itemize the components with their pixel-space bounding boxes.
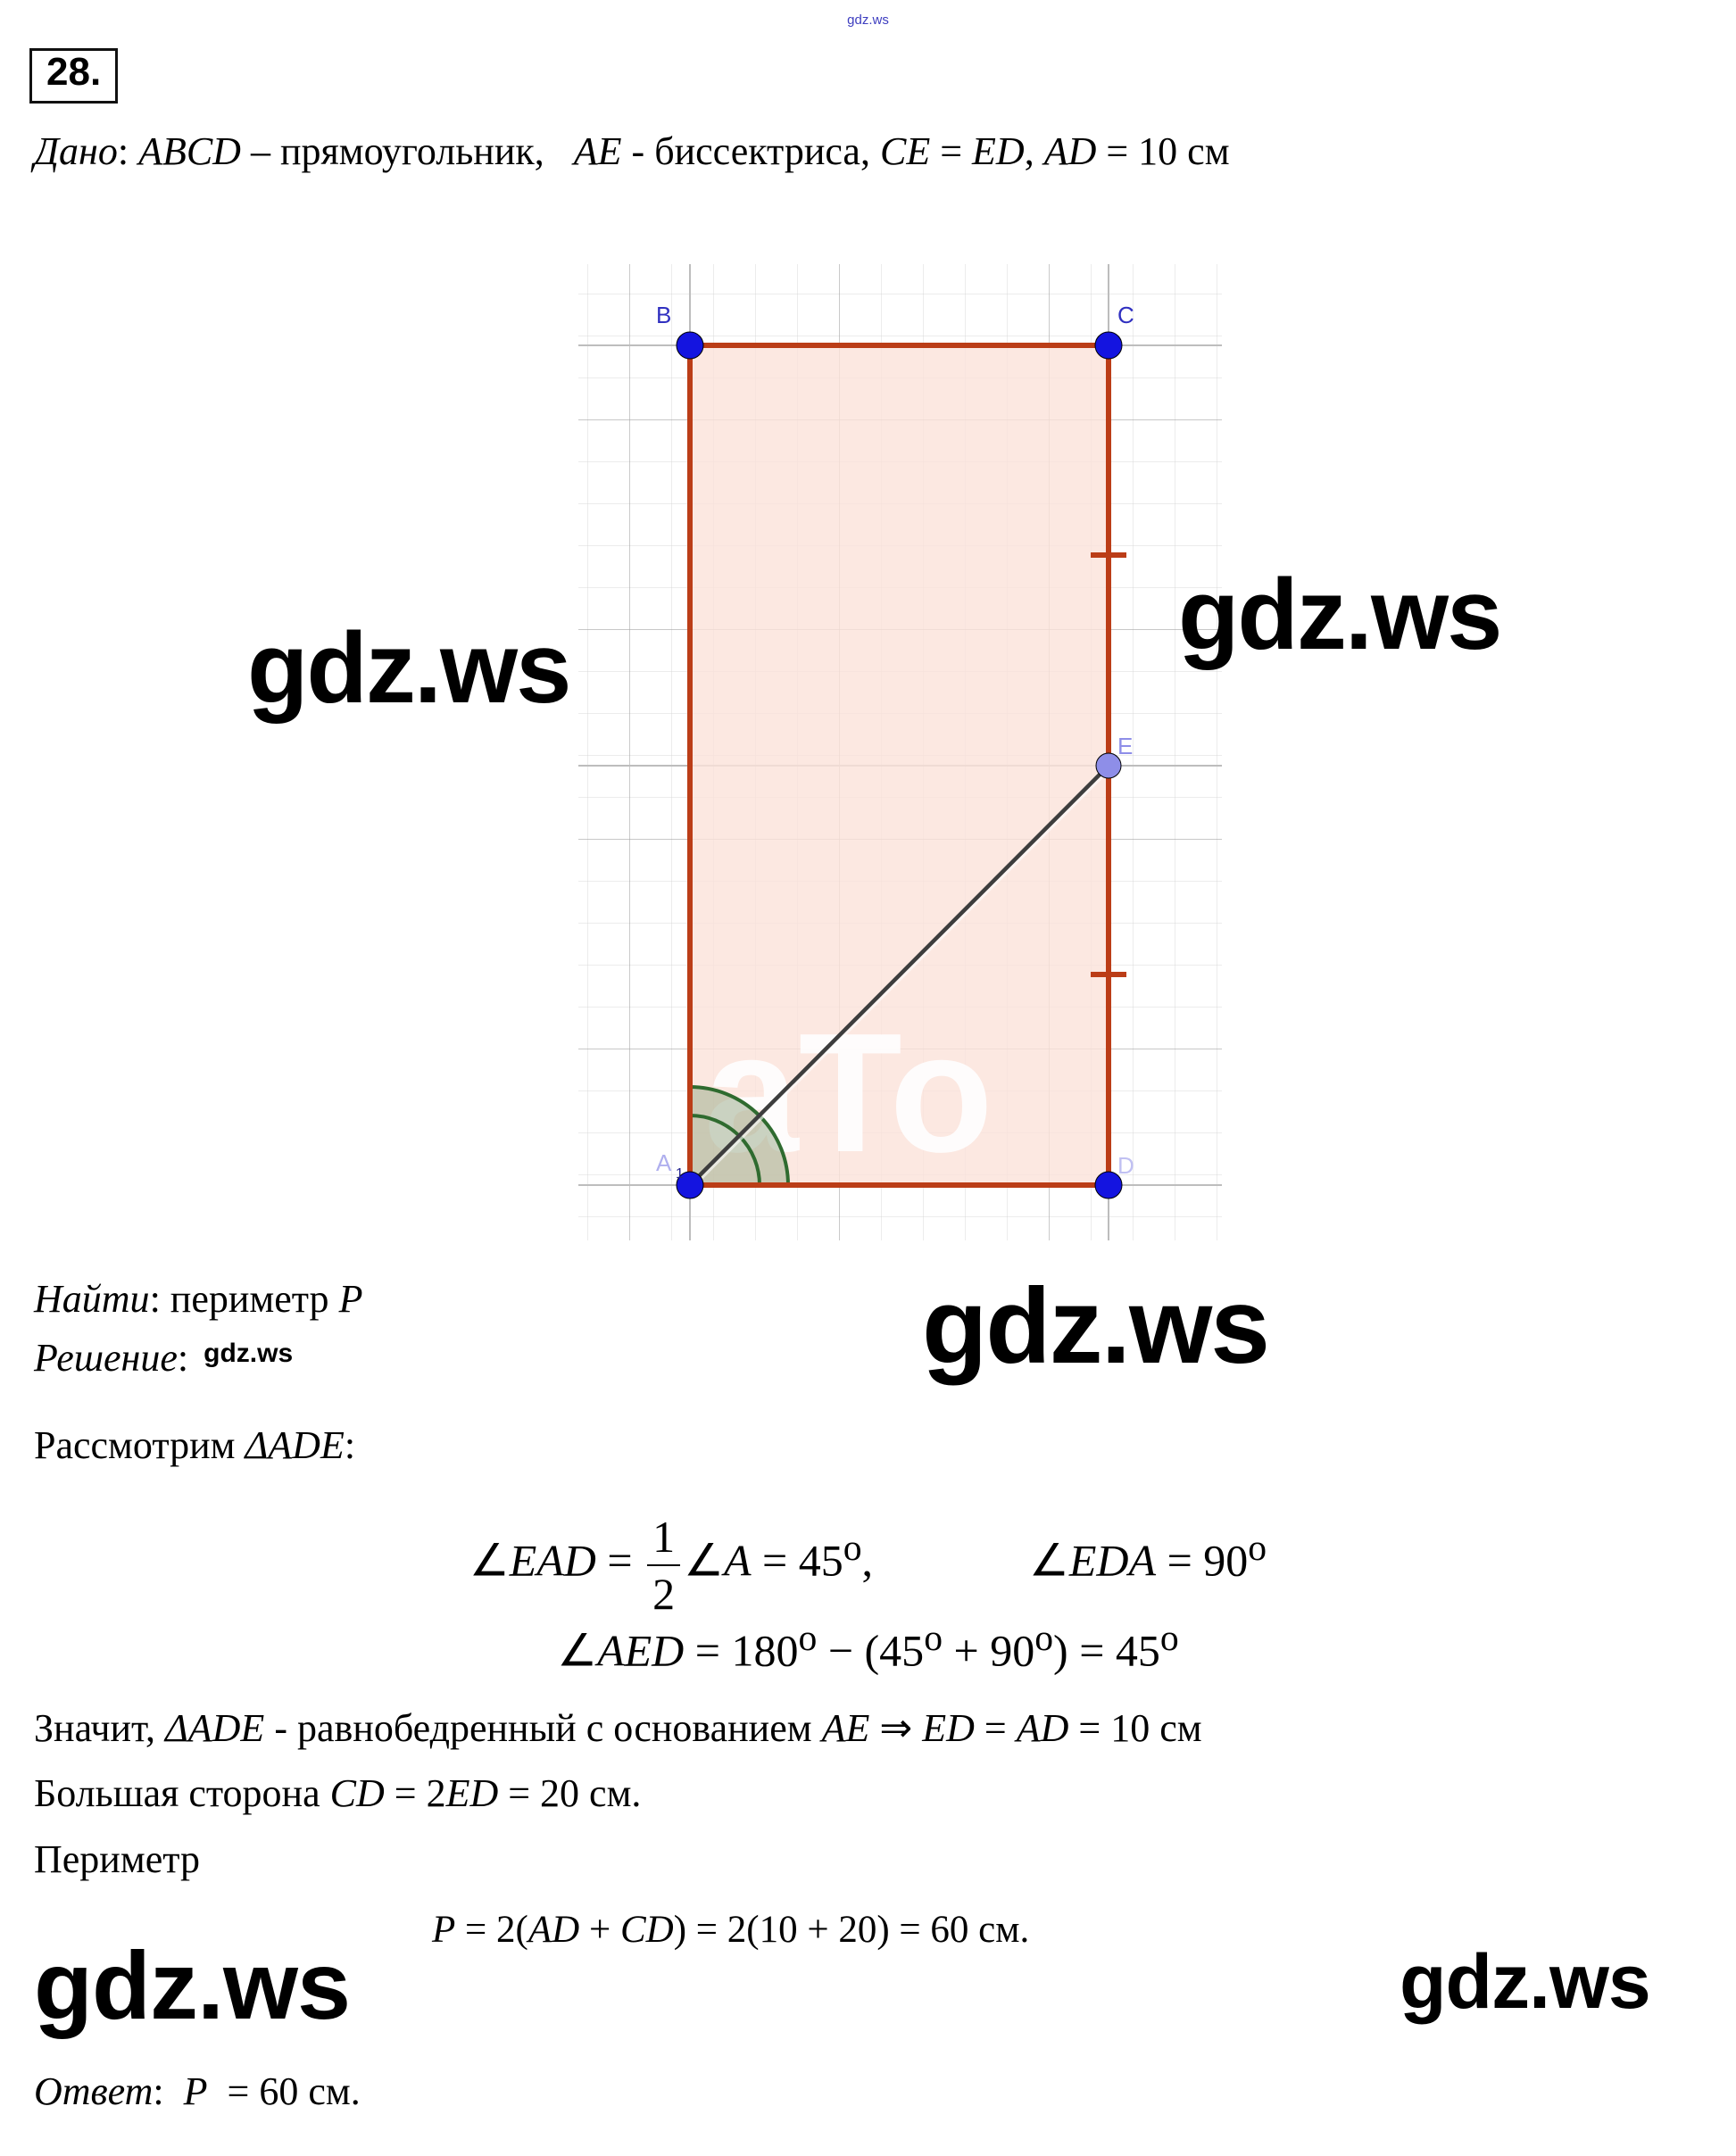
svg-text:E: E xyxy=(1117,733,1133,759)
svg-text:D: D xyxy=(1117,1152,1134,1179)
svg-text:gdz.ws: gdz.ws xyxy=(1178,559,1500,670)
svg-text:A: A xyxy=(656,1149,672,1176)
svg-text:C: C xyxy=(1117,302,1134,328)
svg-text:gdz.ws: gdz.ws xyxy=(922,1266,1268,1386)
svg-text:gdz.ws: gdz.ws xyxy=(247,612,569,724)
svg-text:B: B xyxy=(656,302,671,328)
svg-text:1: 1 xyxy=(676,1166,684,1182)
